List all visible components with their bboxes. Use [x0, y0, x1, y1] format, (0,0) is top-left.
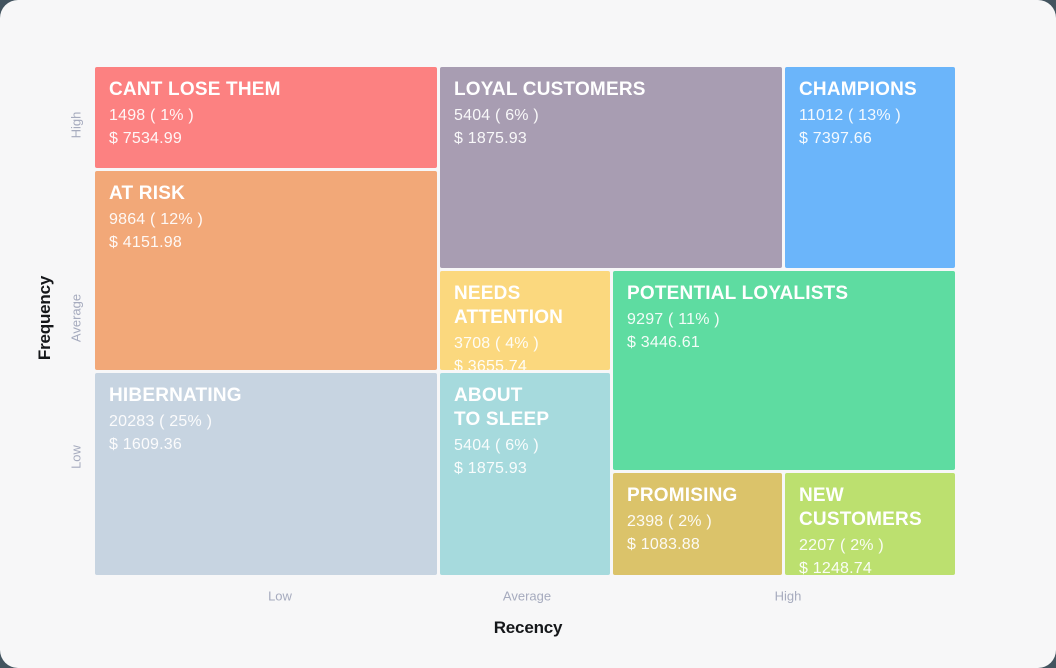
segment-title: LOYAL CUSTOMERS — [454, 79, 646, 100]
segment-count: 20283 ( 25% ) — [109, 413, 213, 430]
segment-title: AT RISK — [109, 183, 185, 204]
segment-monetary: $ 1609.36 — [109, 436, 182, 453]
segment-count: 2207 ( 2% ) — [799, 537, 884, 554]
segment-count: 3708 ( 4% ) — [454, 335, 539, 352]
segment-title: POTENTIAL LOYALISTS — [627, 283, 849, 304]
segment-monetary: $ 7397.66 — [799, 130, 872, 147]
segment-promising[interactable]: PROMISING 2398 ( 2% ) $ 1083.88 — [613, 473, 782, 575]
y-tick-low: Low — [68, 445, 84, 469]
segment-monetary: $ 4151.98 — [109, 234, 182, 251]
segment-count: 1498 ( 1% ) — [109, 107, 194, 124]
y-tick-high: High — [68, 111, 84, 139]
segment-at-risk[interactable]: AT RISK 9864 ( 12% ) $ 4151.98 — [95, 171, 437, 370]
segment-title: ABOUT TO SLEEP — [454, 385, 550, 430]
segment-count: 11012 ( 13% ) — [799, 107, 901, 124]
segment-cant-lose-them[interactable]: CANT LOSE THEM 1498 ( 1% ) $ 7534.99 — [95, 67, 437, 168]
segment-count: 2398 ( 2% ) — [627, 513, 712, 530]
segment-title: NEEDS ATTENTION — [454, 283, 564, 328]
segment-potential-loyalists[interactable]: POTENTIAL LOYALISTS 9297 ( 11% ) $ 3446.61 — [613, 271, 955, 470]
x-tick-low: Low — [268, 588, 292, 604]
segment-title: HIBERNATING — [109, 385, 242, 406]
y-tick-average: Average — [68, 293, 84, 343]
segment-grid: CANT LOSE THEM 1498 ( 1% ) $ 7534.99 AT RIS… — [95, 67, 955, 575]
segment-new-customers[interactable]: NEW CUSTOMERS 2207 ( 2% ) $ 1248.74 — [785, 473, 955, 575]
segment-title: CHAMPIONS — [799, 79, 917, 100]
segment-title: NEW CUSTOMERS — [799, 485, 922, 530]
segment-monetary: $ 1248.74 — [799, 560, 872, 575]
segment-hibernating[interactable]: HIBERNATING 20283 ( 25% ) $ 1609.36 — [95, 373, 437, 575]
segment-monetary: $ 3655.74 — [454, 358, 527, 370]
segment-champions[interactable]: CHAMPIONS 11012 ( 13% ) $ 7397.66 — [785, 67, 955, 268]
x-axis-title: Recency — [493, 618, 563, 637]
segment-count: 5404 ( 6% ) — [454, 107, 539, 124]
segment-title: CANT LOSE THEM — [109, 79, 281, 100]
y-axis-title: Frequency — [35, 275, 54, 361]
segment-count: 9297 ( 11% ) — [627, 311, 720, 328]
segment-count: 9864 ( 12% ) — [109, 211, 204, 228]
segment-monetary: $ 1875.93 — [454, 460, 527, 477]
x-tick-average: Average — [502, 588, 552, 604]
segment-monetary: $ 3446.61 — [627, 334, 700, 351]
segment-monetary: $ 1083.88 — [627, 536, 700, 553]
segment-loyal-customers[interactable]: LOYAL CUSTOMERS 5404 ( 6% ) $ 1875.93 — [440, 67, 782, 268]
segment-monetary: $ 7534.99 — [109, 130, 182, 147]
segment-title: PROMISING — [627, 485, 738, 506]
segment-needs-attention[interactable]: NEEDS ATTENTION 3708 ( 4% ) $ 3655.74 — [440, 271, 610, 370]
segment-count: 5404 ( 6% ) — [454, 437, 539, 454]
segment-about-to-sleep[interactable]: ABOUT TO SLEEP 5404 ( 6% ) $ 1875.93 — [440, 373, 610, 575]
segment-monetary: $ 1875.93 — [454, 130, 527, 147]
x-tick-high: High — [774, 588, 802, 604]
